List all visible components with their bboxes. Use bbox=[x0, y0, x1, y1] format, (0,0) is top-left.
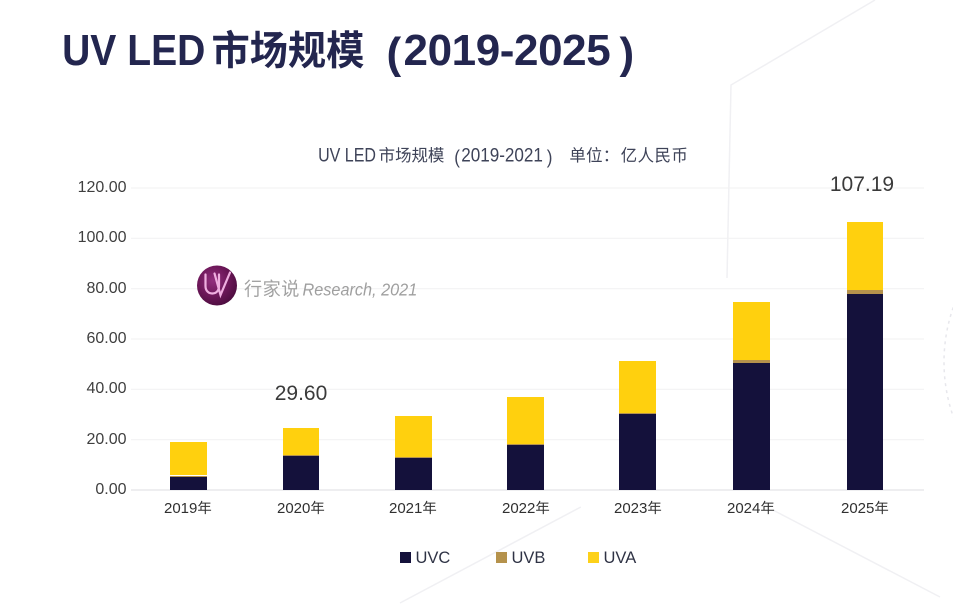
svg-text:): ) bbox=[620, 29, 635, 78]
svg-text:2019: 2019 bbox=[164, 500, 197, 517]
svg-text:(: ( bbox=[387, 29, 402, 78]
svg-text:): ) bbox=[547, 145, 553, 167]
svg-text:Research, 2021: Research, 2021 bbox=[303, 280, 418, 300]
svg-text:2019-2025: 2019-2025 bbox=[404, 26, 611, 75]
svg-text:2021: 2021 bbox=[389, 500, 422, 517]
svg-text:UV LED: UV LED bbox=[318, 144, 376, 166]
svg-text:2025: 2025 bbox=[841, 500, 874, 517]
svg-text:2023: 2023 bbox=[614, 500, 647, 517]
svg-text:2020: 2020 bbox=[277, 500, 310, 517]
svg-text:2024: 2024 bbox=[727, 500, 760, 517]
svg-text:2019-2021: 2019-2021 bbox=[461, 143, 543, 165]
svg-text:UV LED: UV LED bbox=[62, 25, 205, 75]
svg-text:2022: 2022 bbox=[502, 500, 535, 517]
svg-text:(: ( bbox=[454, 145, 461, 167]
